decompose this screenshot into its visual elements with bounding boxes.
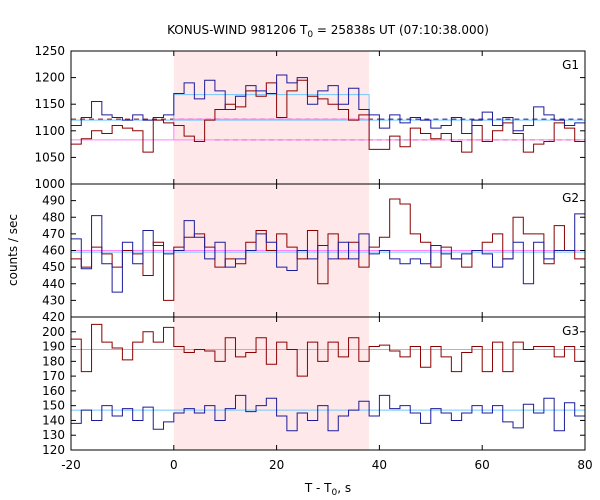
x-tick-label: 20 (269, 458, 284, 472)
y-tick-label: 1250 (34, 44, 65, 58)
y-tick-label: 480 (42, 210, 65, 224)
y-tick-label: 490 (42, 194, 65, 208)
series-red (71, 79, 585, 153)
panel-g2: 420 430 440 450 460 470 480 490 G2 (42, 183, 586, 324)
chart-title: KONUS-WIND 981206 T0 = 25838s UT (07:10:… (167, 23, 489, 40)
y-tick-label: 150 (42, 399, 65, 413)
panel-label: G1 (562, 58, 579, 72)
y-tick-label: 420 (42, 310, 65, 324)
y-tick-label: 130 (42, 428, 65, 442)
series-blue (71, 74, 585, 134)
y-tick-label: 200 (42, 325, 65, 339)
series-red (71, 323, 585, 377)
x-axis-label-main: T - T (304, 481, 332, 495)
y-tick-label: 170 (42, 369, 65, 383)
y-tick-label: 1100 (34, 124, 65, 138)
panel-label: G2 (562, 191, 579, 205)
x-tick-label: 80 (577, 458, 592, 472)
y-tick-label: 190 (42, 340, 65, 354)
y-tick-label: 160 (42, 384, 65, 398)
y-tick-label: 1000 (34, 177, 65, 191)
x-tick-label: 40 (372, 458, 387, 472)
y-tick-label: 1200 (34, 71, 65, 85)
x-axis-label-rest: , s (337, 481, 351, 495)
panel-g1: 1000 1050 1100 1150 1200 1250 G1 (34, 44, 586, 191)
y-tick-label: 440 (42, 277, 65, 291)
x-tick-label: -20 (61, 458, 81, 472)
plot-area: 100010501100115012001250G142043044045046… (34, 44, 592, 472)
panel-label: G3 (562, 324, 579, 338)
y-tick-label: 450 (42, 260, 65, 274)
x-axis-label: T - T0, s (304, 481, 351, 498)
series-red (71, 198, 585, 301)
x-axis-label-subscript: 0 (332, 488, 338, 498)
chart-title-main: KONUS-WIND 981206 T (167, 23, 308, 37)
y-tick-label: 470 (42, 227, 65, 241)
chart-title-subscript: 0 (307, 30, 313, 40)
x-tick-label: 0 (170, 458, 178, 472)
y-tick-label: 460 (42, 244, 65, 258)
y-tick-label: 430 (42, 293, 65, 307)
chart-title-rest: = 25838s UT (07:10:38.000) (313, 23, 489, 37)
y-tick-label: 1150 (34, 97, 65, 111)
x-tick-label: 60 (475, 458, 490, 472)
y-tick-label: 140 (42, 413, 65, 427)
panel-frame (70, 316, 586, 451)
y-tick-label: 120 (42, 443, 65, 457)
y-tick-label: 1050 (34, 150, 65, 164)
series-blue (71, 213, 585, 293)
y-axis-label: counts / sec (6, 214, 20, 286)
y-tick-label: 180 (42, 354, 65, 368)
series-blue (71, 394, 585, 432)
